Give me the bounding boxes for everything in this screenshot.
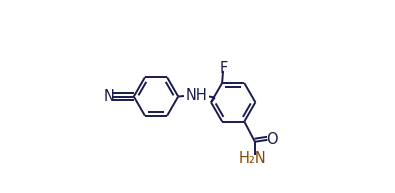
Text: N: N — [103, 89, 115, 104]
Text: O: O — [266, 132, 278, 147]
Text: H₂N: H₂N — [239, 151, 267, 166]
Text: F: F — [220, 61, 228, 76]
Text: NH: NH — [186, 88, 207, 103]
